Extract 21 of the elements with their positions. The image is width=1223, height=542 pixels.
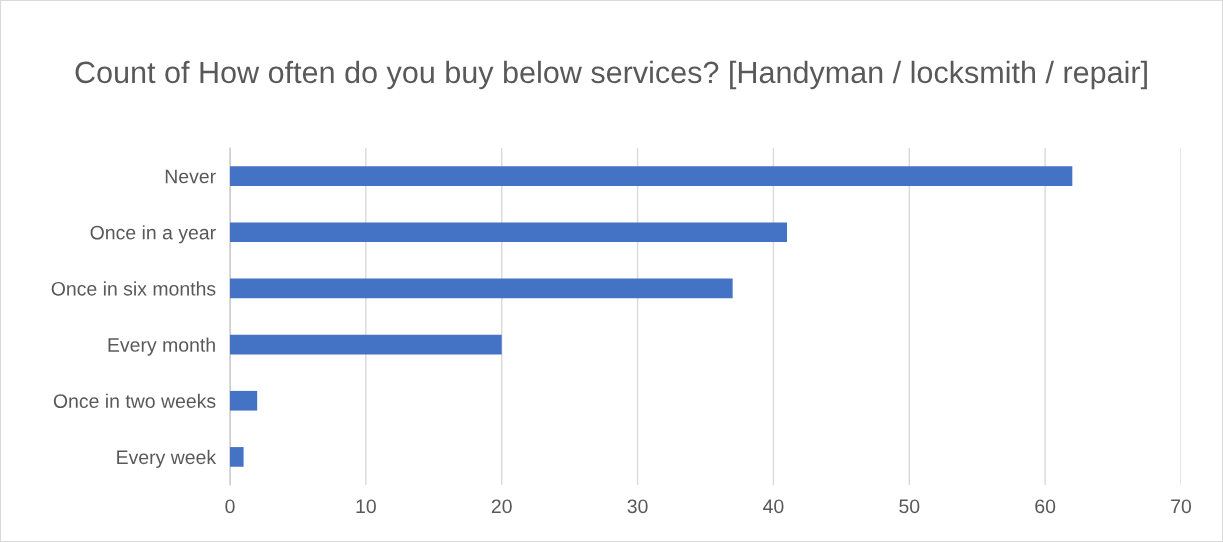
x-tick-label: 10 bbox=[356, 499, 376, 514]
x-tick-label: 60 bbox=[1035, 499, 1056, 514]
y-tick-label: Once in six months bbox=[51, 281, 216, 296]
y-tick-label: Every month bbox=[108, 337, 215, 356]
y-tick-label: Once in a year bbox=[90, 225, 216, 244]
x-tick-label: 40 bbox=[763, 499, 784, 514]
x-tick-label: 50 bbox=[899, 499, 920, 514]
bar bbox=[230, 278, 733, 299]
x-tick-label: 20 bbox=[491, 499, 512, 514]
bar bbox=[230, 166, 1073, 186]
y-tick-label: Never bbox=[165, 169, 216, 184]
bar bbox=[230, 222, 788, 243]
x-tick-label: 70 bbox=[1171, 499, 1192, 514]
y-tick-label: Once in two weeks bbox=[53, 393, 216, 408]
chart-title: Count of How often do you buy below services? [Handyman / locksmith / repair] bbox=[75, 60, 1147, 90]
y-tick-label: Every week bbox=[117, 449, 217, 468]
bar bbox=[230, 390, 258, 411]
bar bbox=[230, 447, 244, 467]
x-tick-label: 30 bbox=[627, 499, 648, 514]
x-tick-label: 0 bbox=[225, 499, 235, 514]
bar bbox=[230, 334, 502, 355]
